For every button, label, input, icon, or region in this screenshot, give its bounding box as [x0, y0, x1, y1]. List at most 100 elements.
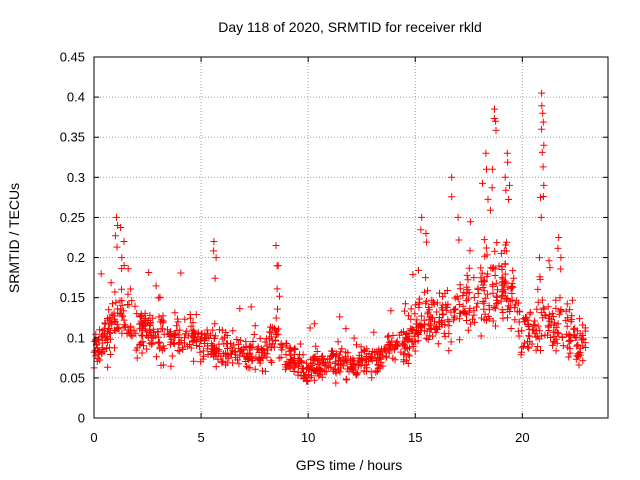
- data-point: [537, 309, 545, 317]
- data-point: [95, 348, 103, 356]
- data-point: [429, 332, 436, 340]
- data-point: [113, 243, 121, 251]
- data-point: [541, 311, 549, 319]
- data-point: [214, 355, 222, 363]
- data-point: [408, 338, 416, 346]
- data-point: [557, 306, 565, 313]
- y-tick-label: 0.3: [67, 170, 85, 185]
- data-point: [279, 342, 287, 350]
- data-point: [376, 350, 384, 358]
- data-point: [222, 361, 230, 369]
- data-point: [211, 320, 219, 328]
- data-point: [534, 298, 542, 306]
- data-point: [156, 343, 164, 351]
- data-point: [455, 236, 463, 244]
- data-point: [409, 271, 417, 279]
- data-point: [201, 334, 209, 342]
- data-point: [488, 165, 496, 173]
- data-point: [502, 186, 510, 194]
- data-point: [178, 344, 186, 352]
- data-point: [112, 318, 120, 326]
- data-point: [189, 338, 197, 346]
- data-point: [224, 340, 231, 348]
- data-point: [474, 299, 482, 307]
- data-point: [342, 353, 350, 361]
- data-point: [417, 226, 425, 234]
- data-point: [368, 356, 376, 364]
- data-point: [566, 345, 574, 353]
- data-point: [120, 324, 128, 332]
- data-point: [482, 294, 490, 302]
- data-point: [138, 324, 146, 332]
- data-point: [515, 318, 523, 326]
- data-point: [119, 312, 127, 320]
- data-point: [118, 254, 126, 262]
- data-point: [137, 339, 145, 347]
- data-point: [190, 357, 198, 365]
- data-point: [466, 304, 474, 312]
- data-point: [240, 346, 248, 354]
- data-point: [492, 126, 500, 134]
- data-point: [401, 345, 409, 353]
- data-point: [422, 274, 430, 282]
- data-point: [434, 325, 441, 333]
- data-point: [488, 264, 496, 272]
- data-point: [294, 368, 302, 376]
- data-point: [554, 244, 562, 252]
- data-point: [497, 249, 505, 257]
- data-point: [547, 334, 554, 341]
- data-point: [552, 347, 560, 355]
- data-point: [508, 296, 516, 304]
- data-point: [133, 354, 141, 362]
- data-point: [545, 327, 553, 334]
- data-point: [246, 350, 254, 358]
- data-point: [196, 348, 204, 356]
- data-point: [170, 339, 178, 347]
- data-point: [305, 371, 312, 378]
- data-point: [503, 295, 510, 303]
- data-point: [212, 363, 220, 371]
- data-point: [127, 324, 134, 332]
- data-point: [402, 333, 410, 341]
- data-point: [505, 196, 513, 203]
- data-point: [339, 362, 347, 370]
- data-point: [345, 367, 353, 375]
- data-point: [104, 315, 111, 322]
- data-point: [371, 348, 379, 356]
- data-point: [494, 286, 501, 294]
- data-point: [292, 361, 300, 369]
- data-point: [456, 301, 464, 308]
- data-point: [480, 236, 488, 244]
- data-point: [538, 89, 546, 97]
- data-point: [515, 332, 523, 340]
- data-point: [110, 312, 118, 320]
- data-point: [268, 359, 276, 366]
- data-point: [133, 310, 141, 318]
- data-point: [546, 264, 554, 272]
- data-point: [159, 312, 167, 320]
- data-point: [462, 297, 470, 305]
- data-point: [315, 365, 323, 372]
- data-point: [212, 254, 220, 262]
- data-point: [556, 294, 564, 302]
- data-point: [413, 330, 421, 337]
- data-point: [489, 264, 497, 272]
- data-point: [235, 360, 243, 368]
- data-point: [174, 347, 182, 354]
- data-points: [90, 89, 589, 387]
- data-point: [416, 321, 424, 329]
- data-point: [166, 333, 174, 340]
- data-point: [429, 314, 436, 322]
- data-point: [108, 320, 116, 328]
- y-tick-label: 0.45: [60, 50, 85, 65]
- data-point: [557, 254, 565, 262]
- data-point: [361, 361, 369, 369]
- data-point: [460, 288, 468, 296]
- data-point: [452, 305, 459, 313]
- data-point: [445, 318, 453, 326]
- data-point: [128, 297, 136, 305]
- data-point: [490, 303, 498, 311]
- y-tick-label: 0.25: [60, 210, 85, 225]
- data-point: [415, 328, 423, 336]
- data-point: [454, 213, 462, 221]
